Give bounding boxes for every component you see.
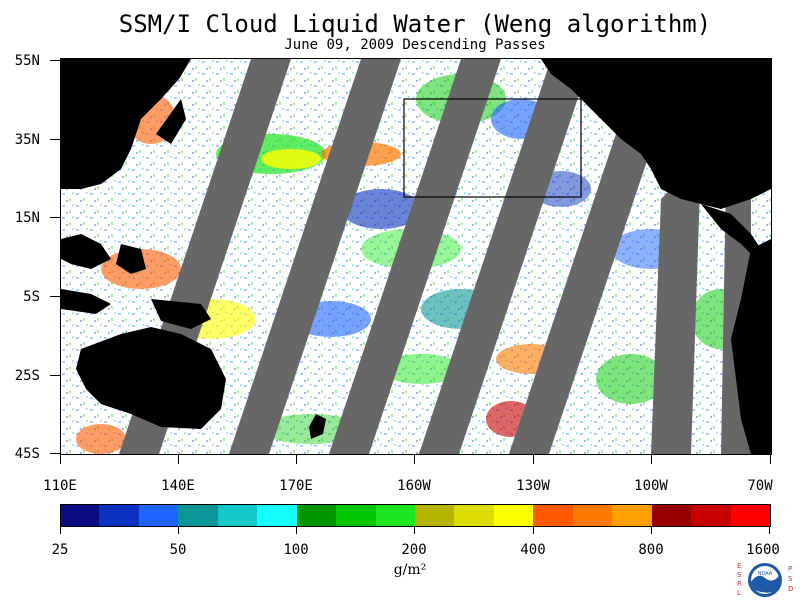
colorbar-border bbox=[60, 504, 771, 527]
map-svg bbox=[61, 59, 771, 454]
colorbar-label-25: 25 bbox=[51, 542, 69, 558]
colorbar-swatch bbox=[60, 504, 100, 526]
logo-letter-s: S bbox=[737, 571, 742, 579]
lat-tick bbox=[50, 139, 60, 140]
lon-tick bbox=[414, 454, 415, 464]
lat-label-15n: 15N bbox=[14, 210, 40, 226]
colorbar-swatch bbox=[691, 504, 732, 526]
lat-label-35n: 35N bbox=[14, 132, 40, 148]
logo-center-text: NOAA bbox=[758, 571, 773, 577]
noaa-esrl-psd-logo: E S R L P S D NOAA bbox=[735, 560, 795, 600]
lat-label-25s: 25S bbox=[14, 368, 40, 384]
colorbar-label-200: 200 bbox=[401, 542, 427, 558]
colorbar-tick bbox=[296, 526, 297, 534]
colorbar-tick bbox=[60, 526, 61, 534]
lon-label-160w: 160W bbox=[397, 478, 431, 494]
colorbar-tick bbox=[651, 526, 652, 534]
colorbar-swatch bbox=[493, 504, 534, 526]
colorbar-tick bbox=[769, 526, 770, 534]
lat-label-5s: 5S bbox=[23, 289, 40, 305]
lat-tick bbox=[50, 60, 60, 61]
colorbar-swatch bbox=[612, 504, 653, 526]
colorbar-label-100: 100 bbox=[283, 542, 309, 558]
lon-tick bbox=[533, 454, 534, 464]
colorbar-swatch bbox=[415, 504, 455, 526]
no-data-swaths bbox=[119, 59, 751, 454]
colorbar-swatch bbox=[533, 504, 574, 526]
colorbar-tick bbox=[533, 526, 534, 534]
lon-label-140e: 140E bbox=[161, 478, 195, 494]
logo-letter-d: D bbox=[788, 585, 793, 593]
lon-tick bbox=[178, 454, 179, 464]
lon-tick bbox=[770, 454, 771, 464]
logo-letter-p: P bbox=[788, 565, 792, 573]
lat-tick bbox=[50, 375, 60, 376]
lon-label-110e: 110E bbox=[43, 478, 77, 494]
colorbar-swatch bbox=[178, 504, 219, 526]
colorbar-swatch bbox=[257, 504, 298, 526]
colorbar-label-800: 800 bbox=[638, 542, 664, 558]
map-area bbox=[60, 58, 772, 455]
colorbar-swatch bbox=[454, 504, 495, 526]
colorbar-swatch bbox=[296, 504, 337, 526]
colorbar-label-1600: 1600 bbox=[746, 542, 780, 558]
colorbar-swatch bbox=[651, 504, 692, 526]
colorbar-tick bbox=[414, 526, 415, 534]
colorbar-tick bbox=[178, 526, 179, 534]
lat-tick bbox=[50, 217, 60, 218]
colorbar-swatch bbox=[336, 504, 377, 526]
logo-letter-s2: S bbox=[788, 575, 793, 583]
lat-label-55n: 55N bbox=[14, 53, 40, 69]
map-subtitle: June 09, 2009 Descending Passes bbox=[284, 37, 546, 53]
lon-label-70w: 70W bbox=[747, 478, 773, 494]
logo-letter-e: E bbox=[737, 562, 741, 570]
map-title: SSM/I Cloud Liquid Water (Weng algorithm… bbox=[118, 10, 712, 38]
lon-label-170e: 170E bbox=[279, 478, 313, 494]
lon-label-100w: 100W bbox=[634, 478, 668, 494]
colorbar-unit: g/m² bbox=[393, 562, 427, 578]
lon-tick bbox=[296, 454, 297, 464]
region-box bbox=[403, 98, 582, 198]
colorbar-swatch bbox=[99, 504, 140, 526]
logo-letter-r: R bbox=[737, 580, 742, 588]
lon-tick bbox=[651, 454, 652, 464]
colorbar-label-400: 400 bbox=[520, 542, 546, 558]
lon-label-130w: 130W bbox=[516, 478, 550, 494]
lat-tick bbox=[50, 453, 60, 454]
colorbar-label-50: 50 bbox=[169, 542, 187, 558]
lon-tick bbox=[60, 454, 61, 464]
lat-tick bbox=[50, 296, 60, 297]
logo-letter-l: L bbox=[737, 589, 741, 597]
lat-label-45s: 45S bbox=[14, 446, 40, 462]
colorbar-swatch bbox=[572, 504, 613, 526]
colorbar-swatch bbox=[138, 504, 179, 526]
colorbar-swatch bbox=[375, 504, 416, 526]
colorbar-swatch bbox=[730, 504, 771, 526]
colorbar-swatch bbox=[217, 504, 258, 526]
landmasses bbox=[61, 59, 771, 454]
